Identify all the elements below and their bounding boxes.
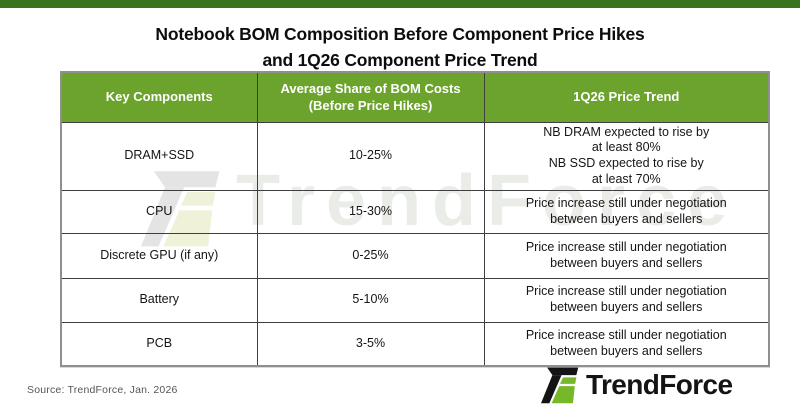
- page-title-line1: Notebook BOM Composition Before Componen…: [155, 24, 645, 44]
- table-row: DRAM+SSD 10-25% NB DRAM expected to rise b…: [60, 121, 770, 191]
- top-accent-bar: [0, 0, 800, 8]
- trend-cell: Price increase still under negotiation b…: [483, 232, 770, 279]
- trendforce-logo-icon: [541, 367, 579, 404]
- table-row: Discrete GPU (if any) 0-25% Price increase…: [60, 232, 770, 279]
- page-title: Notebook BOM Composition Before Componen…: [0, 21, 800, 74]
- trendforce-logo-text: TrendForce: [586, 369, 733, 400]
- trend-cell: Price increase still under negotiation b…: [483, 277, 770, 323]
- bom-table-container: Key Components Average Share of BOM Costs…: [60, 71, 770, 367]
- bom-table-head: Key Components Average Share of BOM Costs…: [60, 71, 770, 123]
- component-cell: PCB: [60, 321, 258, 367]
- trendforce-logo: TrendForce: [541, 366, 733, 404]
- table-row: PCB 3-5% Price increase still under negoti…: [60, 321, 770, 367]
- component-cell: Discrete GPU (if any): [60, 232, 258, 279]
- bom-table-body: DRAM+SSD 10-25% NB DRAM expected to rise b…: [60, 121, 770, 367]
- trend-cell: Price increase still under negotiation b…: [483, 321, 770, 367]
- header-cell-1: Average Share of BOM Costs (Before Price…: [256, 71, 485, 123]
- source-note: Source: TrendForce, Jan. 2026: [27, 384, 178, 396]
- header-cell-0: Key Components: [60, 71, 258, 123]
- header-cell-2: 1Q26 Price Trend: [483, 71, 770, 123]
- component-cell: CPU: [60, 189, 258, 234]
- table-row: CPU 15-30% Price increase still under nego…: [60, 189, 770, 234]
- trend-cell: NB DRAM expected to rise by at least 80%…: [483, 121, 770, 191]
- table-row: Battery 5-10% Price increase still under n…: [60, 277, 770, 323]
- share-cell: 5-10%: [256, 277, 485, 323]
- component-cell: Battery: [60, 277, 258, 323]
- share-cell: 15-30%: [256, 189, 485, 234]
- share-cell: 0-25%: [256, 232, 485, 279]
- page-title-line2: and 1Q26 Component Price Trend: [262, 50, 538, 71]
- trend-cell: Price increase still under negotiation b…: [483, 189, 770, 234]
- share-cell: 3-5%: [256, 321, 485, 367]
- header-row: Key Components Average Share of BOM Costs…: [60, 71, 770, 123]
- share-cell: 10-25%: [256, 121, 485, 191]
- bom-table: Key Components Average Share of BOM Costs…: [60, 71, 770, 367]
- component-cell: DRAM+SSD: [60, 121, 258, 191]
